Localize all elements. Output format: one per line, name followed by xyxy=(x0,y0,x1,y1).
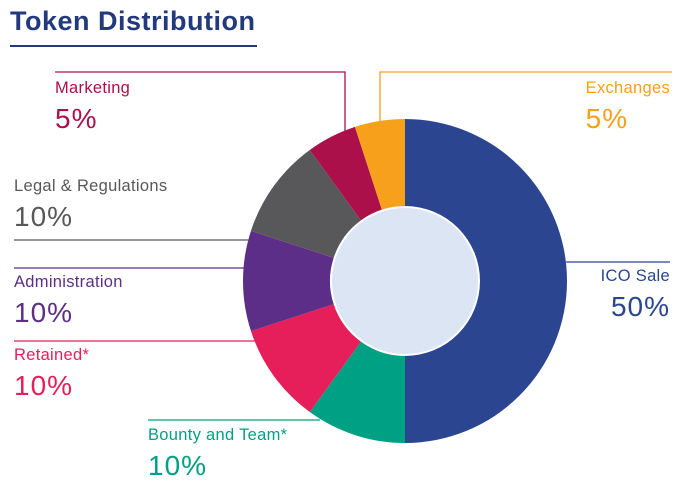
donut-segment-retained xyxy=(250,304,361,413)
label-ico-sale-name: ICO Sale xyxy=(600,267,670,285)
donut-segment-ico-sale xyxy=(405,119,567,443)
label-exchanges: Exchanges 5% xyxy=(586,80,670,133)
leader-line-marketing xyxy=(55,71,346,133)
label-ico-sale: ICO Sale 50% xyxy=(601,268,670,321)
label-marketing-name: Marketing xyxy=(55,79,131,97)
page-title: Token Distribution xyxy=(10,6,256,36)
label-administration-value: 10% xyxy=(14,296,74,328)
donut-segment-administration xyxy=(242,230,334,332)
donut-segment-exchanges xyxy=(354,119,405,210)
label-legal-regulations: Legal & Regulations 10% xyxy=(14,178,167,231)
donut-hole xyxy=(332,208,478,354)
label-bounty-and-team-value: 10% xyxy=(148,449,208,481)
donut-segment-bounty-and-team xyxy=(309,341,405,443)
label-marketing: Marketing 5% xyxy=(55,80,130,133)
label-retained-value: 10% xyxy=(14,369,74,401)
donut-segment-legal-regulations xyxy=(250,149,361,258)
label-legal-regulations-name: Legal & Regulations xyxy=(14,177,168,195)
label-legal-regulations-value: 10% xyxy=(14,200,74,232)
label-administration-name: Administration xyxy=(14,273,123,291)
leader-line-exchanges xyxy=(379,71,672,121)
label-retained: Retained* 10% xyxy=(14,347,89,400)
label-exchanges-name: Exchanges xyxy=(585,79,670,97)
donut-segment-marketing xyxy=(309,126,382,221)
label-retained-name: Retained* xyxy=(14,346,90,364)
label-bounty-and-team-name: Bounty and Team* xyxy=(148,426,288,444)
title-underline xyxy=(10,45,257,47)
label-exchanges-value: 5% xyxy=(585,102,629,134)
label-marketing-value: 5% xyxy=(55,102,98,134)
label-administration: Administration 10% xyxy=(14,274,123,327)
label-ico-sale-value: 50% xyxy=(610,290,670,322)
label-bounty-and-team: Bounty and Team* 10% xyxy=(148,427,287,480)
